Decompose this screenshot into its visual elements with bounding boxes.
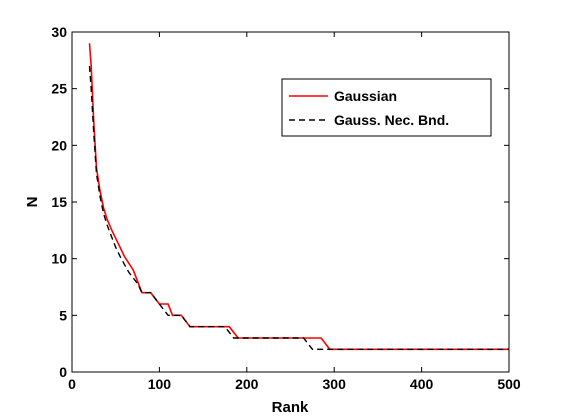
legend-box [281, 78, 492, 137]
x-tick-label: 0 [68, 376, 76, 392]
legend-label-gauss-nec-bnd: Gauss. Nec. Bnd. [334, 112, 449, 128]
x-tick-label: 200 [235, 376, 259, 392]
x-tick-label: 300 [323, 376, 347, 392]
y-tick-label: 5 [59, 307, 67, 323]
tick-layer: 0 100 200 300 400 500 0 5 10 15 20 25 30 [51, 24, 520, 392]
y-axis-title: N [24, 197, 41, 208]
y-tick-label: 15 [51, 194, 67, 210]
y-tick-label: 0 [59, 364, 67, 380]
y-tick-label: 25 [51, 81, 67, 97]
x-axis-title: Rank [272, 399, 309, 416]
y-tick-label: 30 [51, 24, 67, 40]
series-layer [88, 43, 509, 351]
legend-label-gaussian: Gaussian [334, 88, 397, 104]
x-tick-label: 400 [410, 376, 434, 392]
series-line-gauss-nec-bnd [88, 65, 509, 350]
y-tick-label: 20 [51, 137, 67, 153]
x-tick-label: 100 [148, 376, 172, 392]
y-tick-label: 10 [51, 251, 67, 267]
legend: Gaussian Gauss. Nec. Bnd. [281, 78, 492, 137]
x-tick-label: 500 [497, 376, 521, 392]
